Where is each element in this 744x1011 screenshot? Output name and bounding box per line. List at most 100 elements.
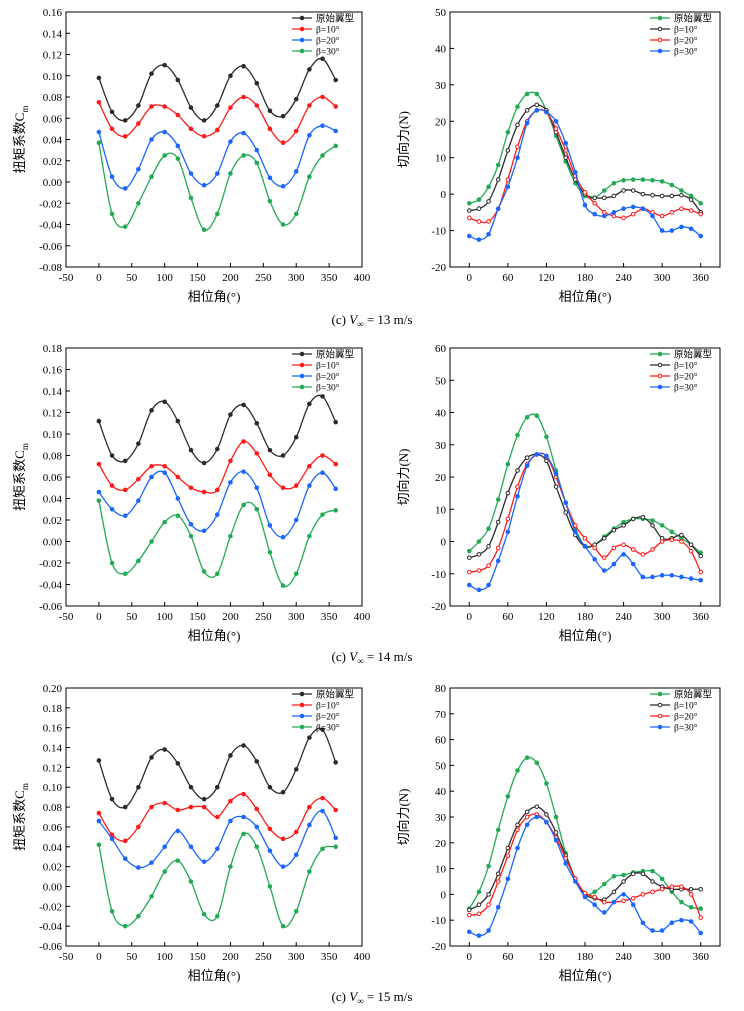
data-point [495,545,501,551]
data-point [149,804,154,810]
x-tick-label: 350 [321,272,338,284]
x-tick-label: -50 [59,272,74,284]
legend-marker [657,384,663,390]
data-point [679,574,684,580]
data-point [630,211,636,217]
data-point [162,399,167,405]
y-tick-label: 80 [435,683,447,695]
data-point [630,177,636,182]
data-point [495,206,501,212]
data-point [241,814,246,820]
data-point [175,513,181,519]
data-point [136,200,141,206]
x-tick-label: 350 [321,951,338,963]
y-tick-label: 20 [435,838,447,850]
data-point [544,819,549,825]
data-point [476,587,482,593]
x-axis-label: 相位角(°) [188,289,241,304]
data-point [650,210,655,215]
y-tick-label: 0.02 [43,862,62,874]
data-point [601,910,607,915]
data-point [486,526,491,531]
data-point [679,188,684,193]
y-tick-label: 0 [441,889,447,901]
x-axis-label: 相位角(°) [188,968,241,983]
data-point [640,871,646,877]
y-tick-label: 0.18 [43,343,63,355]
y-tick-label: 0.12 [43,408,62,420]
data-point [136,498,141,503]
data-point [630,516,636,522]
data-point [228,480,233,485]
data-point [228,458,233,464]
data-point [611,527,617,533]
data-point [669,884,675,889]
legend-marker [657,713,663,719]
x-tick-label: 360 [692,611,709,623]
data-point [109,796,115,802]
data-point [495,827,501,833]
data-point [149,137,154,142]
y-tick-label: 0.08 [43,451,63,463]
data-point [109,126,115,132]
data-point [495,905,501,910]
data-point [188,171,194,176]
data-point [201,118,207,123]
data-point [669,193,675,199]
data-point [592,195,597,201]
data-point [524,755,530,760]
data-point [214,103,220,108]
y-tick-label: 10 [435,153,447,165]
data-point [650,518,655,523]
data-point [611,874,617,879]
y-tick-label: -10 [431,226,446,238]
data-point [109,836,115,842]
data-point [280,453,286,458]
data-point [214,784,220,790]
data-point [563,861,569,866]
data-point [553,830,559,835]
data-point [466,208,472,213]
data-point [280,923,286,929]
data-point [621,898,626,904]
data-point [688,208,694,213]
data-point [486,863,491,869]
y-tick-label: -20 [431,262,446,274]
data-point [280,864,286,869]
legend-marker [299,15,305,21]
data-point [476,219,482,224]
data-point [669,182,675,188]
caption-14: (c) V∞ = 14 m/s [332,649,413,666]
data-point [679,532,684,538]
y-tick-label: 0.20 [43,683,63,695]
y-tick-label: 0.02 [43,156,62,168]
data-point [534,108,540,113]
data-point [515,122,520,128]
data-point [175,474,181,480]
data-point [669,920,675,926]
data-point [149,894,154,899]
legend-marker [299,724,305,730]
data-point [201,227,207,233]
data-point [201,182,207,188]
x-tick-label: -50 [59,611,74,623]
data-point [333,486,338,492]
x-tick-label: 0 [467,611,473,623]
data-point [601,535,607,541]
data-point [621,542,626,548]
x-tick-label: 400 [354,951,371,963]
x-tick-label: 240 [615,951,632,963]
data-point [553,126,559,131]
data-point [228,753,233,758]
data-point [553,814,559,820]
data-point [188,533,194,539]
data-point [201,134,207,139]
data-point [162,869,167,874]
data-point [254,80,260,86]
data-point [466,233,472,239]
data-point [601,568,607,573]
legend-label: β=10° [674,701,698,712]
data-point [611,889,617,895]
data-point [476,889,482,895]
